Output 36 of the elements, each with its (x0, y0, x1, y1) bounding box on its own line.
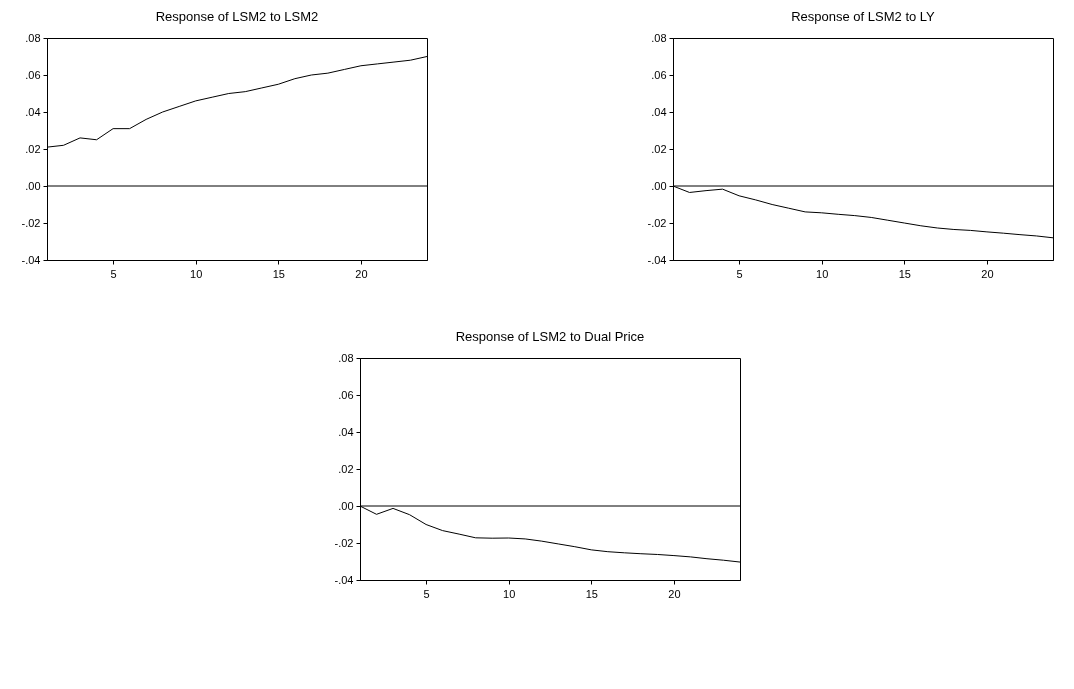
y-tick-label: -.04 (334, 573, 354, 586)
y-tick-label: .04 (651, 105, 667, 118)
y-tick-label: .06 (651, 68, 667, 81)
y-tick-label: .08 (651, 31, 667, 44)
x-tick-label: 20 (981, 267, 994, 280)
y-tick-label: -.02 (21, 216, 41, 229)
x-tick-label: 15 (272, 267, 285, 280)
x-tick-label: 10 (190, 267, 203, 280)
chart-title: Response of LSM2 to Dual Price (455, 329, 645, 344)
x-tick-label: 20 (668, 587, 681, 600)
chart-title: Response of LSM2 to LSM2 (155, 9, 319, 24)
chart-title: Response of LSM2 to LY (791, 9, 936, 24)
y-tick-label: .08 (25, 31, 41, 44)
y-tick-label: .04 (338, 425, 354, 438)
x-tick-label: 15 (898, 267, 911, 280)
y-tick-label: .06 (25, 68, 41, 81)
y-tick-label: -.02 (647, 216, 667, 229)
y-tick-label: .00 (25, 179, 41, 192)
y-tick-label: .00 (338, 499, 354, 512)
x-tick-label: 10 (503, 587, 516, 600)
y-tick-label: .06 (338, 388, 354, 401)
y-tick-label: .02 (338, 462, 354, 475)
x-tick-label: 10 (816, 267, 829, 280)
x-tick-label: 5 (110, 267, 117, 280)
y-tick-label: -.02 (334, 536, 354, 549)
y-tick-label: .08 (338, 351, 354, 364)
y-tick-label: .04 (25, 105, 41, 118)
x-tick-label: 5 (423, 587, 430, 600)
y-tick-label: .02 (651, 142, 667, 155)
x-tick-label: 5 (736, 267, 743, 280)
y-tick-label: -.04 (647, 253, 667, 266)
y-tick-label: .02 (25, 142, 41, 155)
y-tick-label: -.04 (21, 253, 41, 266)
x-tick-label: 15 (585, 587, 598, 600)
x-tick-label: 20 (355, 267, 368, 280)
y-tick-label: .00 (651, 179, 667, 192)
